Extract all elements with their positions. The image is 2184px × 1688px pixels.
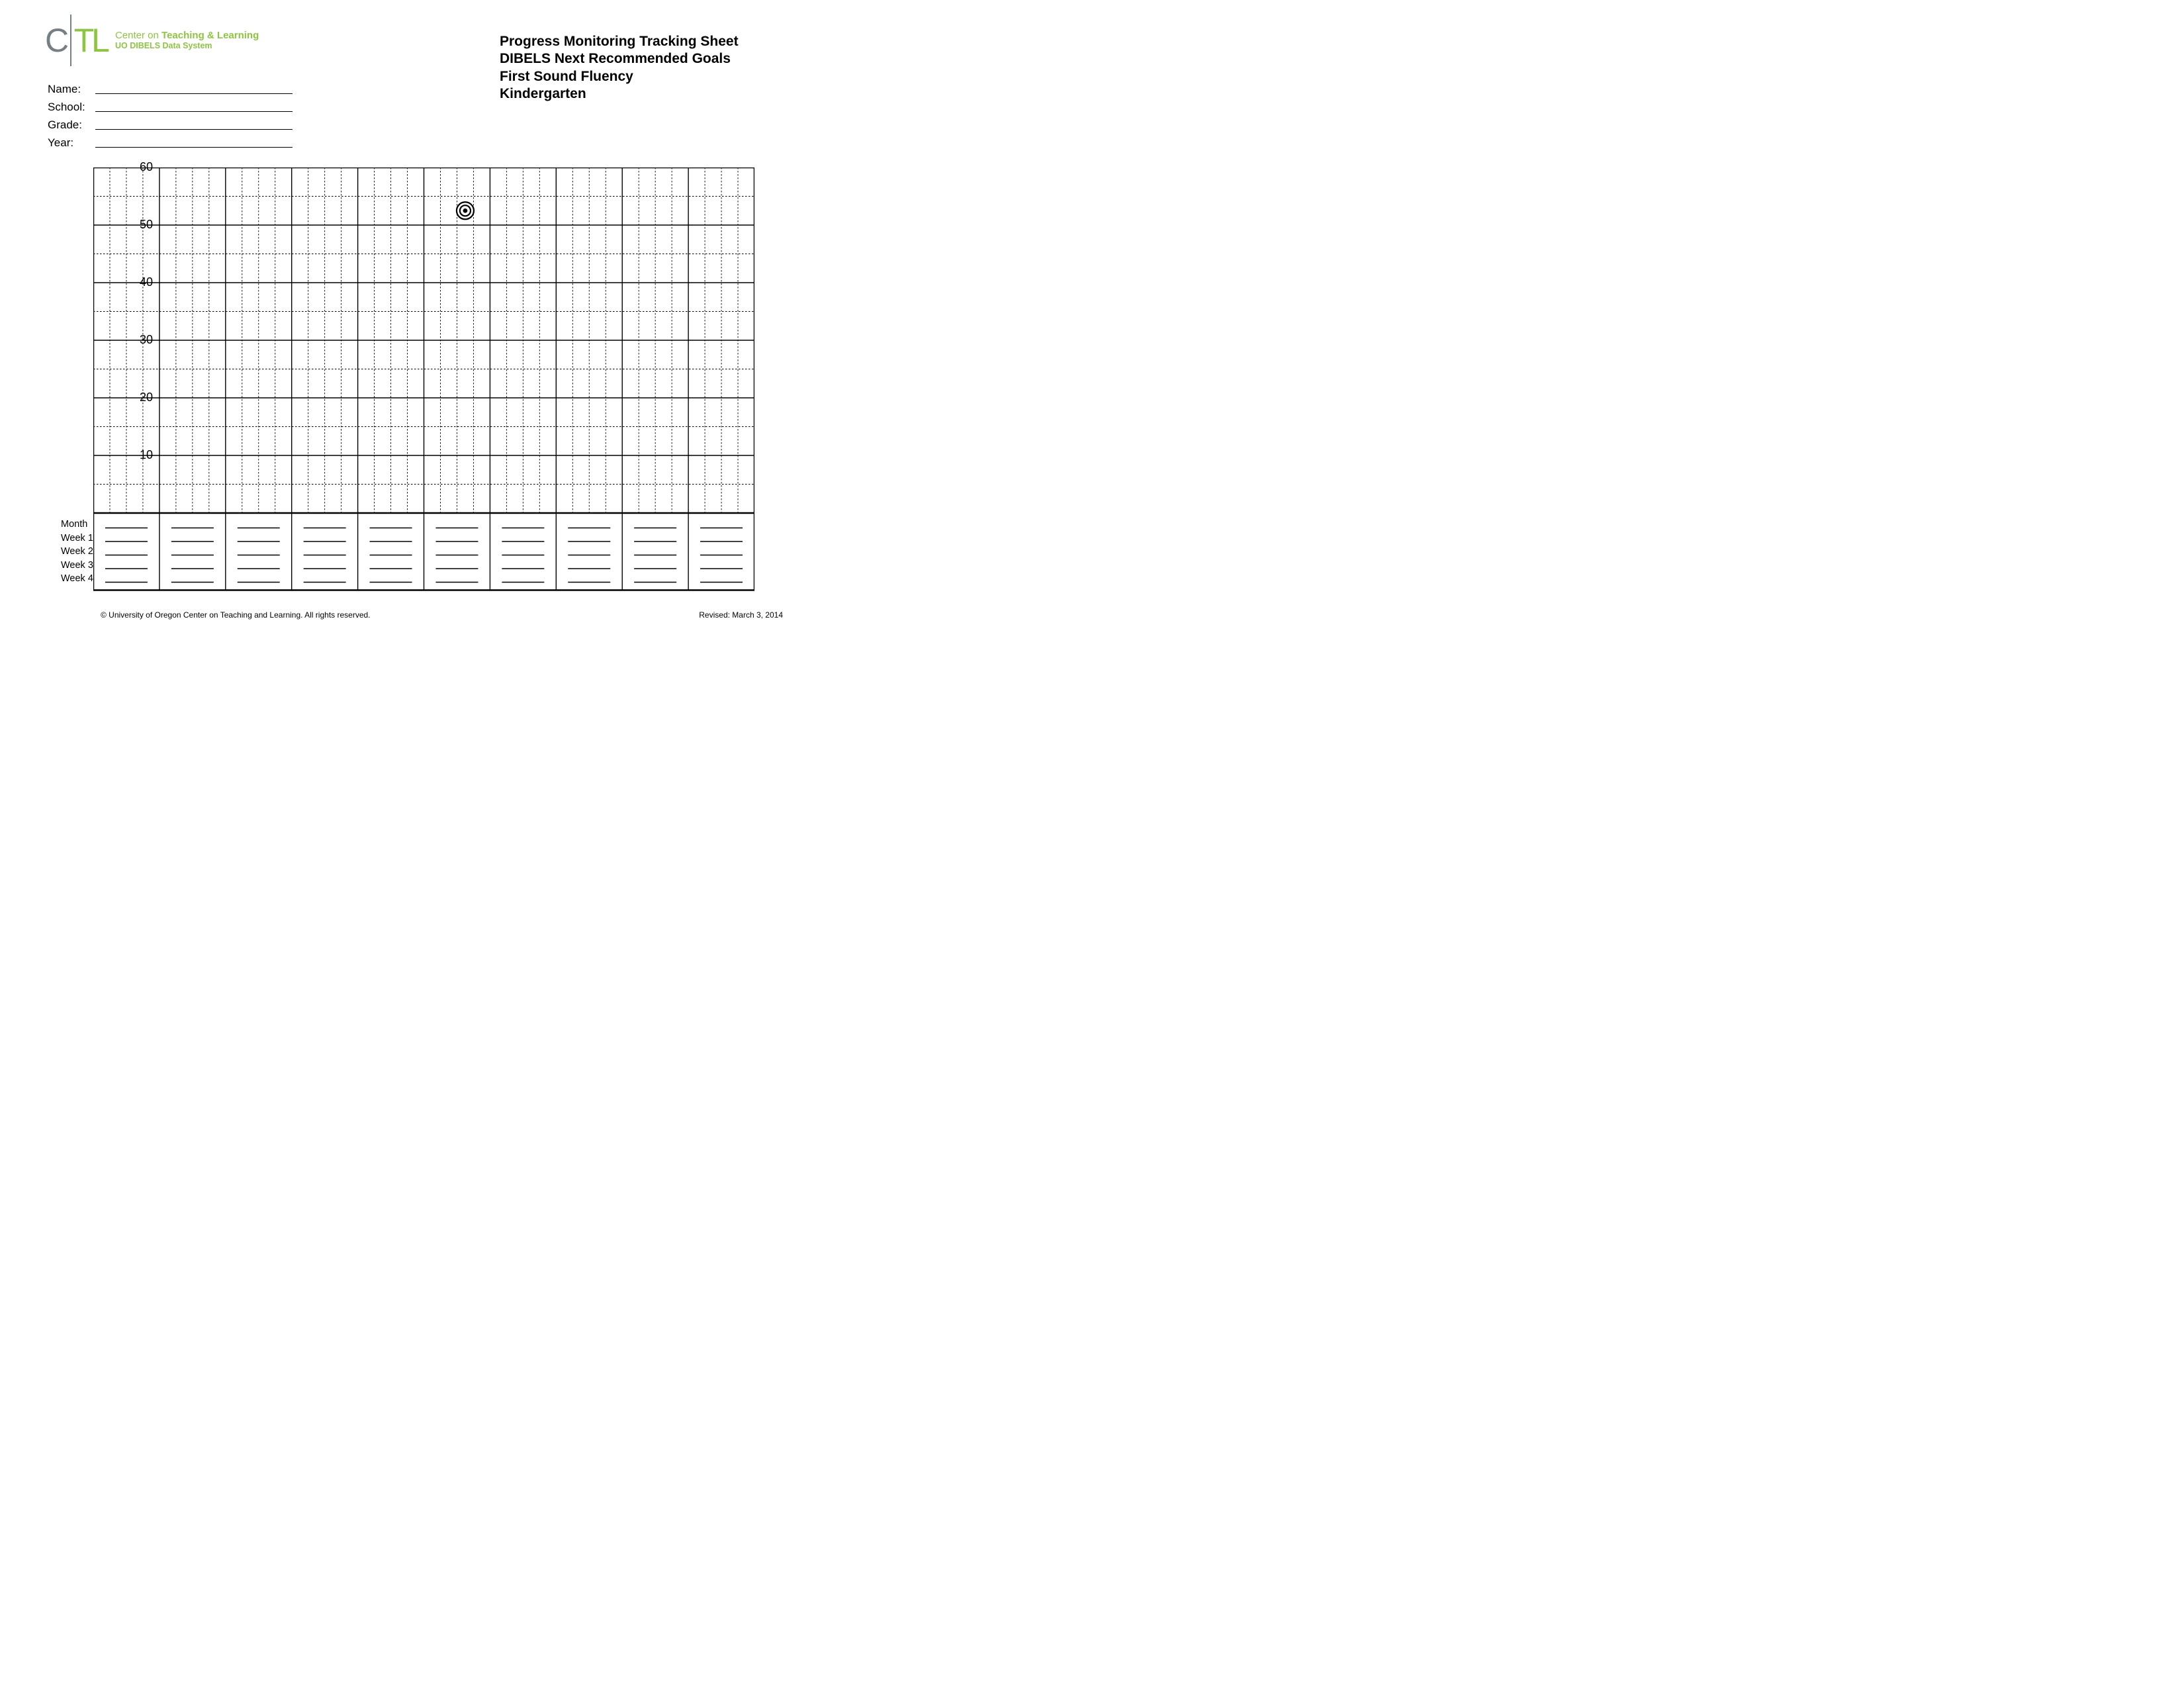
label-grade: Grade: [48,118,95,132]
y-tick-label: 60 [126,160,153,174]
logo-system-name: UO DIBELS Data System [115,41,259,50]
info-row-grade: Grade: [48,114,293,132]
blank-line-school[interactable] [95,111,293,112]
footer-revised: Revised: March 3, 2014 [699,610,783,620]
info-row-year: Year: [48,132,293,150]
student-info-block: Name: School: Grade: Year: [48,78,293,150]
tracking-chart [93,167,754,595]
y-tick-label: 10 [126,448,153,462]
row-label: Month [61,518,93,532]
logo-letters-tl: TL [74,21,107,60]
logo-text-block: Center on Teaching & Learning UO DIBELS … [115,30,259,51]
ctl-logo: C TL Center on Teaching & Learning UO DI… [45,14,259,67]
title-line-3: First Sound Fluency [500,68,739,85]
y-tick-label: 40 [126,275,153,289]
footer-copyright: © University of Oregon Center on Teachin… [101,610,371,620]
row-label: Week 3 [61,559,93,573]
blank-line-grade[interactable] [95,129,293,130]
row-label: Week 1 [61,532,93,546]
bottom-row-labels: MonthWeek 1Week 2Week 3Week 4 [61,518,93,586]
row-label: Week 4 [61,573,93,586]
title-line-2: DIBELS Next Recommended Goals [500,50,739,68]
y-tick-label: 50 [126,218,153,232]
title-line-4: Kindergarten [500,85,739,103]
target-icon [457,202,474,219]
header-titles: Progress Monitoring Tracking Sheet DIBEL… [500,33,739,103]
blank-line-year[interactable] [95,147,293,148]
label-name: Name: [48,83,95,96]
label-year: Year: [48,136,95,150]
y-tick-label: 20 [126,391,153,404]
row-label: Week 2 [61,545,93,559]
y-tick-label: 30 [126,333,153,347]
chart-svg [93,167,754,592]
label-school: School: [48,101,95,114]
logo-org-name: Center on Teaching & Learning [115,30,259,41]
info-row-school: School: [48,96,293,114]
blank-line-name[interactable] [95,93,293,94]
info-row-name: Name: [48,78,293,96]
logo-letter-c: C [45,21,68,60]
title-line-1: Progress Monitoring Tracking Sheet [500,33,739,50]
logo-divider [70,15,71,66]
